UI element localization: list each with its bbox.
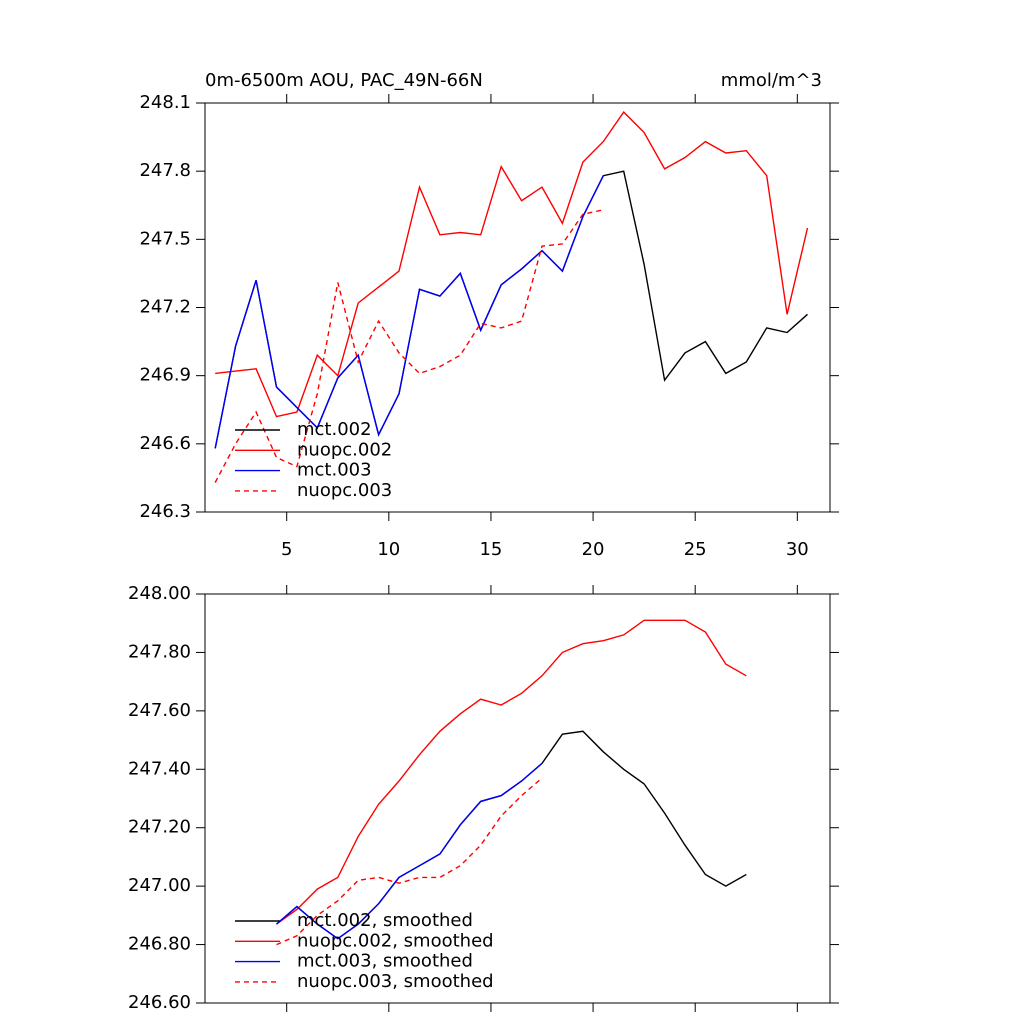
y-tick-label: 247.2 <box>139 297 191 318</box>
x-tick-label: 30 <box>786 539 809 560</box>
series-line <box>215 111 809 418</box>
series-line <box>214 175 604 449</box>
y-tick-label: 246.3 <box>139 501 191 522</box>
y-tick-label: 248.1 <box>139 92 191 113</box>
legend-label: nuopc.002 <box>297 439 392 460</box>
x-tick-label: 15 <box>479 539 502 560</box>
legend-label: mct.002 <box>297 419 372 440</box>
y-tick-label: 246.6 <box>139 433 191 454</box>
legend-label: nuopc.003, smoothed <box>297 971 494 992</box>
legend-label: mct.003 <box>297 460 372 481</box>
legend-label: mct.002, smoothed <box>297 910 473 931</box>
series-line <box>276 730 747 940</box>
y-tick-label: 246.80 <box>128 934 191 955</box>
x-tick-label: 20 <box>582 539 605 560</box>
y-tick-label: 247.60 <box>128 700 191 721</box>
y-tick-label: 246.60 <box>128 992 191 1013</box>
series-line <box>214 170 808 449</box>
x-tick-label: 5 <box>281 539 292 560</box>
units-label: mmol/m^3 <box>721 70 822 91</box>
series-line <box>276 619 747 925</box>
y-tick-label: 246.9 <box>139 365 191 386</box>
legend-label: mct.003, smoothed <box>297 951 473 972</box>
y-tick-label: 247.8 <box>139 160 191 181</box>
legend-label: nuopc.003 <box>297 480 392 501</box>
x-tick-label: 10 <box>377 539 400 560</box>
chart-title: 0m-6500m AOU, PAC_49N-66N <box>205 70 483 91</box>
plot-frame <box>204 593 831 1004</box>
y-tick-label: 248.00 <box>128 583 191 604</box>
y-tick-label: 247.40 <box>128 758 191 779</box>
y-tick-label: 247.80 <box>128 641 191 662</box>
y-tick-label: 247.5 <box>139 228 191 249</box>
series-line <box>214 209 604 483</box>
x-tick-label: 25 <box>684 539 707 560</box>
y-tick-label: 247.00 <box>128 875 191 896</box>
series-line <box>276 777 543 946</box>
series-line <box>276 762 543 940</box>
legend-label: nuopc.002, smoothed <box>297 930 494 951</box>
y-tick-label: 247.20 <box>128 817 191 838</box>
